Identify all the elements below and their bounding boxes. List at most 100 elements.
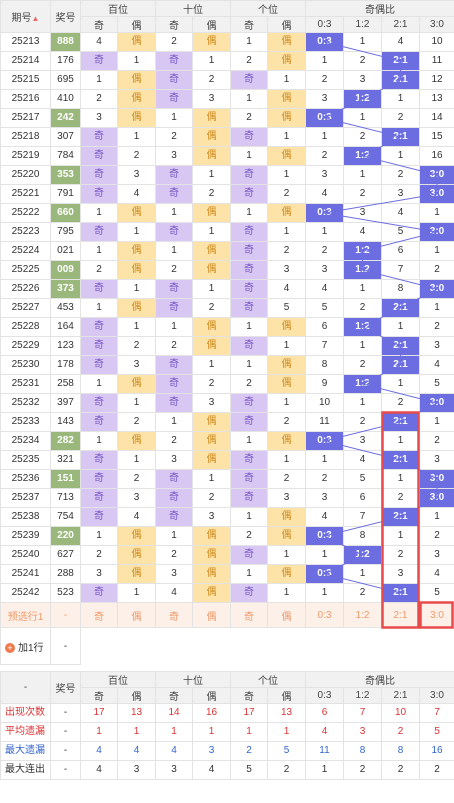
ratio-cell: 2 (381, 165, 420, 185)
issue-cell: 25239 (0, 526, 51, 546)
ratio-cell: 14 (419, 108, 454, 128)
award-cell: 123 (50, 336, 81, 356)
add-row-blank (81, 628, 454, 665)
predict-cell[interactable]: 奇 (80, 602, 118, 628)
predict-cell[interactable]: 奇 (230, 602, 268, 628)
predict-row[interactable]: 预选行1 - 奇 偶 奇 偶 奇 偶 0:3 1:2 2:1 3:0 (0, 602, 454, 628)
ratio-cell: 3 (305, 260, 344, 280)
odd-cell: 奇 (80, 127, 118, 147)
ratio-cell: 5 (305, 298, 344, 318)
odd-cell: 奇 (80, 222, 118, 242)
odd-cell: 奇 (80, 393, 118, 413)
odd-cell: 奇 (230, 336, 268, 356)
even-cell: 偶 (192, 146, 231, 166)
odd-cell: 1 (230, 317, 268, 337)
odd-subheader: 奇 (80, 687, 118, 704)
ratio-cell: 2:1 (381, 507, 420, 527)
odd-cell: 奇 (155, 488, 193, 508)
odd-cell: 奇 (155, 507, 193, 527)
stats-value: 4 (80, 741, 118, 761)
even-cell: 1 (267, 393, 306, 413)
ratio-cell: 3:0 (419, 488, 454, 508)
stats-ratio-header: 奇偶比 (305, 671, 454, 688)
predict-cell[interactable]: 2:1 (381, 602, 420, 628)
ratio-cell: 1 (381, 469, 420, 489)
issue-cell: 25242 (0, 583, 51, 603)
units-header: 个位 (230, 0, 306, 17)
stats-value: 17 (230, 703, 268, 723)
odd-cell: 1 (230, 146, 268, 166)
even-cell: 偶 (192, 431, 231, 451)
even-cell: 2 (117, 336, 156, 356)
ratio-cell: 2:1 (381, 450, 420, 470)
even-cell: 2 (267, 241, 306, 261)
ratio-cell: 1:2 (343, 374, 382, 394)
predict-cell[interactable]: 偶 (192, 602, 231, 628)
odd-cell: 4 (155, 583, 193, 603)
table-row: 25224 021 1 偶 1 偶奇 2 2 1:2 6 1 (0, 241, 454, 261)
ratio-cell: 2:1 (381, 355, 420, 375)
table-row: 25215 695 1 偶奇 2 奇 1 2 3 2:1 12 (0, 70, 454, 90)
table-row: 25222 660 1 偶 1 偶 1 偶 0:3 3 4 1 (0, 203, 454, 223)
ratio-cell: 2 (381, 545, 420, 565)
sort-icon[interactable]: ▲ (31, 14, 40, 23)
predict-cell[interactable]: 偶 (267, 602, 306, 628)
ratio-cell: 1 (343, 393, 382, 413)
predict-cell[interactable]: 奇 (155, 602, 193, 628)
odd-cell: 2 (230, 51, 268, 71)
stats-value: 8 (343, 741, 382, 761)
even-cell: 偶 (267, 355, 306, 375)
even-cell: 偶 (267, 32, 306, 52)
table-row: 25219 784 奇 2 3 偶 1 偶 2 1:2 1 16 (0, 146, 454, 166)
ratio-cell: 3 (419, 450, 454, 470)
stats-row: 平均遗漏 -1 1 1 1 1 1 4 3 2 5 (0, 722, 454, 742)
stats-award: - (50, 722, 81, 742)
stats-value: 5 (419, 722, 454, 742)
predict-cell[interactable]: 0:3 (305, 602, 344, 628)
ratio-cell: 2 (343, 355, 382, 375)
odd-cell: 1 (155, 241, 193, 261)
predict-cell[interactable]: 偶 (117, 602, 156, 628)
ratio-cell: 4 (305, 279, 344, 299)
ratio-cell: 4 (343, 450, 382, 470)
predict-cell[interactable]: 1:2 (343, 602, 382, 628)
issue-cell: 25230 (0, 355, 51, 375)
predict-cell[interactable]: 3:0 (419, 602, 454, 628)
odd-cell: 1 (230, 89, 268, 109)
issue-cell: 25234 (0, 431, 51, 451)
table-row: 25231 258 1 偶奇 2 2 偶 9 1:2 1 5 (0, 374, 454, 394)
ratio-cell: 2 (419, 260, 454, 280)
stats-value: 16 (419, 741, 454, 761)
even-cell: 1 (267, 545, 306, 565)
odd-cell: 奇 (155, 89, 193, 109)
stats-value: 17 (80, 703, 118, 723)
odd-cell: 3 (155, 146, 193, 166)
ratio-cell: 7 (381, 260, 420, 280)
award-cell: 660 (50, 203, 81, 223)
odd-cell: 2 (155, 32, 193, 52)
odd-cell: 1 (80, 203, 118, 223)
issue-header[interactable]: 期号▲ (0, 0, 51, 33)
add-row-value: - (50, 627, 81, 665)
ratio-cell: 1 (305, 222, 344, 242)
stats-value: 8 (381, 741, 420, 761)
odd-cell: 2 (155, 336, 193, 356)
odd-cell: 奇 (230, 70, 268, 90)
add-row-button[interactable]: + 加1行 (0, 627, 51, 665)
ratio-cell: 7 (305, 336, 344, 356)
award-cell: 307 (50, 127, 81, 147)
stats-value: 1 (80, 722, 118, 742)
stats-value: 1 (192, 722, 231, 742)
even-cell: 偶 (117, 241, 156, 261)
odd-cell: 奇 (80, 469, 118, 489)
ratio-cell: 5 (419, 374, 454, 394)
odd-cell: 1 (80, 70, 118, 90)
even-cell: 2 (117, 469, 156, 489)
issue-cell: 25217 (0, 108, 51, 128)
even-cell: 1 (117, 127, 156, 147)
ratio-cell: 2:1 (381, 127, 420, 147)
ratio-cell: 1 (419, 241, 454, 261)
even-subheader: 偶 (267, 687, 306, 704)
odd-cell: 奇 (80, 279, 118, 299)
even-cell: 偶 (192, 526, 231, 546)
